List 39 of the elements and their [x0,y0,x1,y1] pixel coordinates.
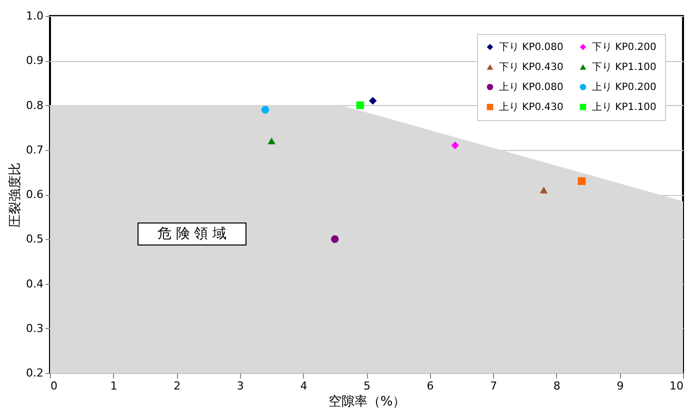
x-tick-label: 10 [670,380,684,392]
y-tick-label: 0.3 [26,322,44,335]
y-tick-label: 0.4 [26,277,44,290]
point [540,186,548,194]
point [368,96,377,105]
legend-label: 下り KP1.100 [592,62,656,73]
point [268,138,276,144]
y-tick-label: 1.0 [26,10,44,22]
x-tick-label: 4 [300,380,308,392]
y-tick-label: 0.5 [26,232,44,246]
legend-label: 上り KP0.200 [592,81,656,93]
x-tick-label: 5 [364,380,370,392]
x-tick-label: 8 [553,380,560,392]
point [261,106,270,114]
y-axis-title: 圧裂強度比 [7,162,24,228]
x-axis-title: 空隙率（%） [328,394,406,410]
point [330,235,339,243]
x-tick-label: 0 [50,380,58,392]
y-tick-label: 0.6 [26,188,44,201]
annotation: 危 険 領 域 [157,226,227,242]
y-tick-label: 0.2 [26,366,44,380]
legend-label: 下り KP0.430 [499,62,564,73]
x-tick-label: 3 [236,380,244,392]
legend-label: 上り KP0.080 [499,81,564,93]
legend-label: 下り KP0.200 [592,42,656,53]
x-tick-label: 6 [426,380,434,392]
x-tick-label: 2 [174,380,181,392]
point [356,101,364,110]
y-tick-label: 0.8 [26,98,44,112]
point [451,142,459,150]
y-tick-label: 0.7 [26,143,44,156]
y-tick-label: 0.9 [26,54,44,68]
point [578,177,586,185]
legend-label: 上り KP1.100 [592,101,656,113]
x-tick-label: 7 [490,380,498,392]
legend-label: 上り KP0.430 [499,101,564,113]
x-tick-label: 9 [616,380,624,392]
x-tick-label: 1 [110,380,118,392]
legend-label: 下り KP0.080 [499,42,564,53]
